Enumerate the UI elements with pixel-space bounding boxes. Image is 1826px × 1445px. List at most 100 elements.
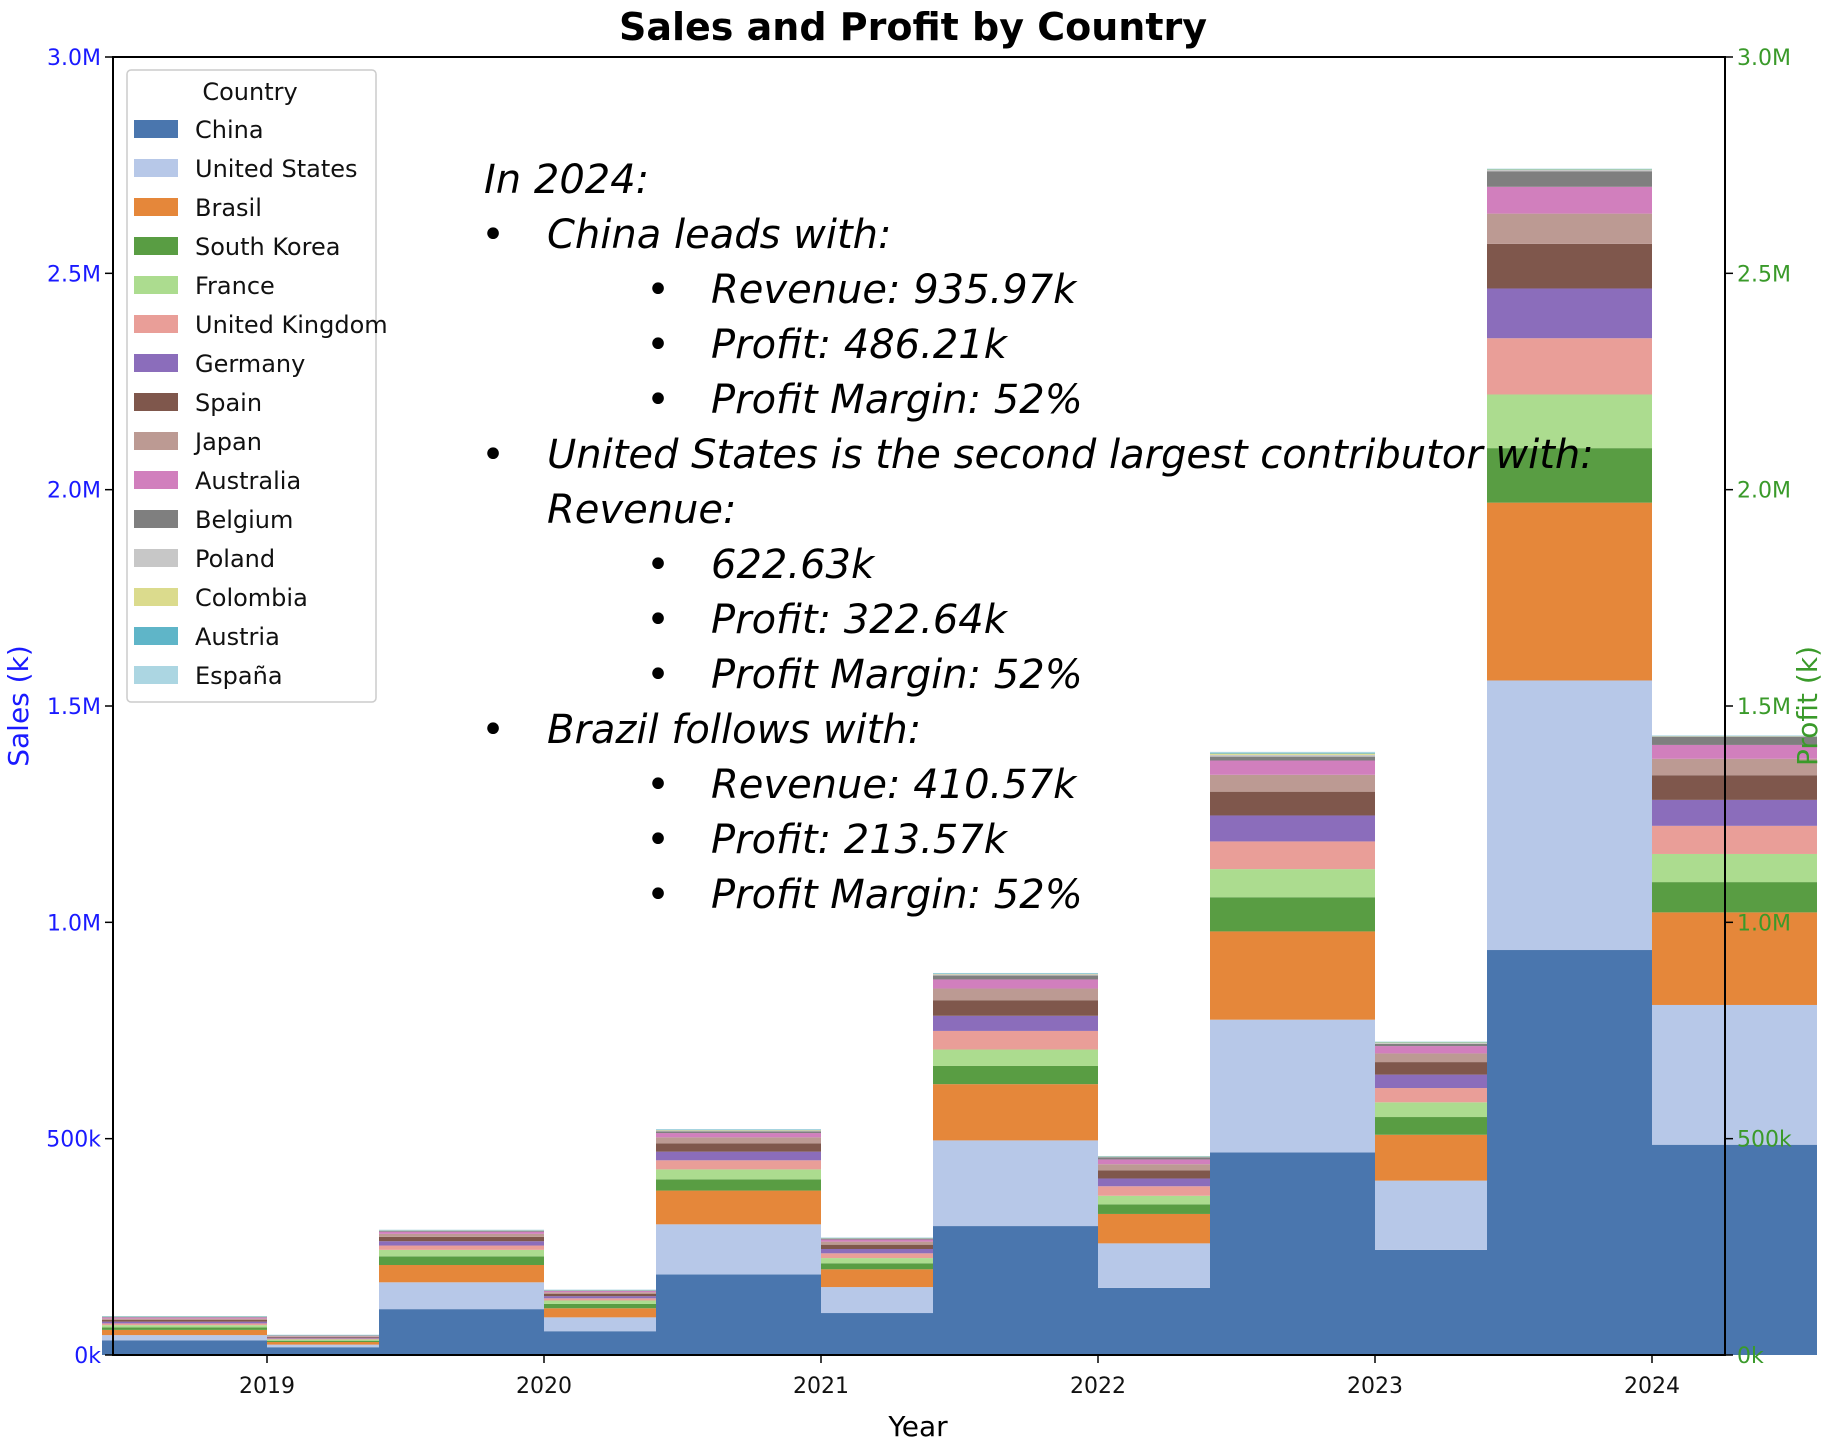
legend-label: United States <box>195 155 358 183</box>
annotation-line: Profit: 213.57k <box>711 817 1009 863</box>
profit-bar-2022-australia <box>1098 1159 1263 1165</box>
legend-title: Country <box>202 78 297 106</box>
sales-bar-2024-españa <box>1487 168 1652 170</box>
right-tick-label: 1.5M <box>1737 695 1791 720</box>
sales-bar-2021-south-korea <box>656 1179 821 1191</box>
legend-label: United Kingdom <box>195 311 388 339</box>
legend-swatch <box>134 549 178 567</box>
sales-bar-2023-united-kingdom <box>1210 841 1375 870</box>
annotation-bullet: • <box>481 212 505 258</box>
profit-bar-2024-china <box>1652 1144 1817 1355</box>
sales-bar-2019-united-kingdom <box>102 1323 267 1326</box>
annotation-line: Revenue: <box>547 487 736 533</box>
sales-bar-2020-españa <box>379 1229 544 1231</box>
sales-bar-2022-china <box>933 1226 1098 1355</box>
sales-bar-2019-germany <box>102 1321 267 1324</box>
profit-bar-2019-china <box>267 1347 432 1355</box>
sales-bar-2023-japan <box>1210 774 1375 792</box>
sales-bar-2023-españa <box>1210 751 1375 753</box>
profit-bar-2020-españa <box>544 1289 709 1291</box>
right-tick-label: 2.5M <box>1737 262 1791 287</box>
sales-bar-2021-brasil <box>656 1190 821 1225</box>
left-tick-label: 0k <box>74 1344 101 1369</box>
profit-bar-2022-france <box>1098 1195 1263 1205</box>
profit-bar-2022-japan <box>1098 1164 1263 1171</box>
legend-swatch <box>134 354 178 372</box>
sales-bar-2024-australia <box>1487 186 1652 214</box>
sales-bar-2021-spain <box>656 1143 821 1152</box>
profit-bar-2019-australia <box>267 1335 432 1337</box>
annotation-bullet: • <box>646 872 670 918</box>
sales-bar-2024-united-kingdom <box>1487 338 1652 395</box>
sales-bar-2022-spain <box>933 1000 1098 1016</box>
profit-bar-2023-colombia <box>1375 1042 1540 1044</box>
sales-bar-2021-japan <box>656 1137 821 1144</box>
sales-bar-2024-united-states <box>1487 680 1652 951</box>
legend-swatch <box>134 393 178 411</box>
sales-bar-2019-china <box>102 1340 267 1355</box>
profit-bar-2022-poland <box>1098 1156 1263 1158</box>
sales-bar-2024-colombia <box>1487 169 1652 170</box>
profit-bar-2020-france <box>544 1300 709 1304</box>
left-tick-label: 500k <box>46 1128 101 1153</box>
sales-bar-2020-united-states <box>379 1282 544 1310</box>
profit-bar-2022-south-korea <box>1098 1204 1263 1214</box>
sales-bar-2023-china <box>1210 1152 1375 1355</box>
legend-label: Colombia <box>195 584 308 612</box>
x-axis-label: Year <box>887 1410 948 1443</box>
sales-bar-2022-poland <box>933 974 1098 976</box>
annotation-line: In 2024: <box>484 157 649 203</box>
profit-bar-2020-australia <box>544 1290 709 1293</box>
sales-bar-2023-poland <box>1210 754 1375 757</box>
sales-bar-2022-south-korea <box>933 1065 1098 1085</box>
sales-bar-2024-brasil <box>1487 502 1652 681</box>
sales-bar-2020-france <box>379 1249 544 1257</box>
sales-bar-2024-belgium <box>1487 171 1652 187</box>
x-tick-label: 2019 <box>239 1374 295 1399</box>
annotation-bullet: • <box>646 322 670 368</box>
profit-bar-2019-united-states <box>267 1344 432 1348</box>
sales-bar-2020-china <box>379 1309 544 1355</box>
profit-bar-2023-japan <box>1375 1053 1540 1063</box>
sales-bar-2019-japan <box>102 1318 267 1320</box>
sales-bar-2021-colombia <box>656 1130 821 1131</box>
annotation-line: United States is the second largest cont… <box>547 432 1594 478</box>
profit-bar-2020-japan <box>544 1292 709 1294</box>
profit-bar-2019-japan <box>267 1336 432 1337</box>
legend-label: Germany <box>195 350 305 378</box>
sales-bar-2020-south-korea <box>379 1256 544 1266</box>
profit-bar-2022-germany <box>1098 1178 1263 1187</box>
sales-bar-2024-spain <box>1487 243 1652 289</box>
annotation-line: Revenue: 935.97k <box>711 267 1078 313</box>
annotation-bullet: • <box>481 432 505 478</box>
profit-bar-2019-brasil <box>267 1342 432 1345</box>
sales-bar-2023-australia <box>1210 760 1375 775</box>
profit-bar-2019-spain <box>267 1336 432 1338</box>
profit-bar-2022-united-kingdom <box>1098 1186 1263 1196</box>
sales-bar-2024-china <box>1487 950 1652 1355</box>
annotation-bullet: • <box>646 542 670 588</box>
left-y-axis: 0k 500k 1.0M 1.5M 2.0M 2.5M 3.0M <box>46 46 113 1369</box>
sales-bar-2020-germany <box>379 1241 544 1246</box>
sales-bar-2023-south-korea <box>1210 897 1375 932</box>
sales-bar-2022-australia <box>933 979 1098 989</box>
legend-label: China <box>195 116 264 144</box>
profit-bar-2020-brasil <box>544 1308 709 1318</box>
sales-bar-2023-belgium <box>1210 756 1375 761</box>
legend-swatch <box>134 510 178 528</box>
sales-bar-2024-japan <box>1487 213 1652 244</box>
sales-bar-2020-brasil <box>379 1265 544 1283</box>
x-tick-label: 2024 <box>1624 1374 1680 1399</box>
sales-bar-2022-japan <box>933 988 1098 1001</box>
legend-label: Brasil <box>195 194 262 222</box>
profit-bar-2024-france <box>1652 853 1817 883</box>
sales-bar-2021-united-states <box>656 1224 821 1275</box>
x-axis: 2019 2020 2021 2022 2023 2024 <box>239 1355 1680 1399</box>
sales-bar-2020-belgium <box>379 1230 544 1232</box>
legend-swatch <box>134 159 178 177</box>
left-tick-label: 2.5M <box>47 262 101 287</box>
profit-bar-2019-france <box>267 1339 432 1341</box>
profit-bar-2020-spain <box>544 1293 709 1297</box>
chart-title: Sales and Profit by Country <box>619 5 1207 49</box>
